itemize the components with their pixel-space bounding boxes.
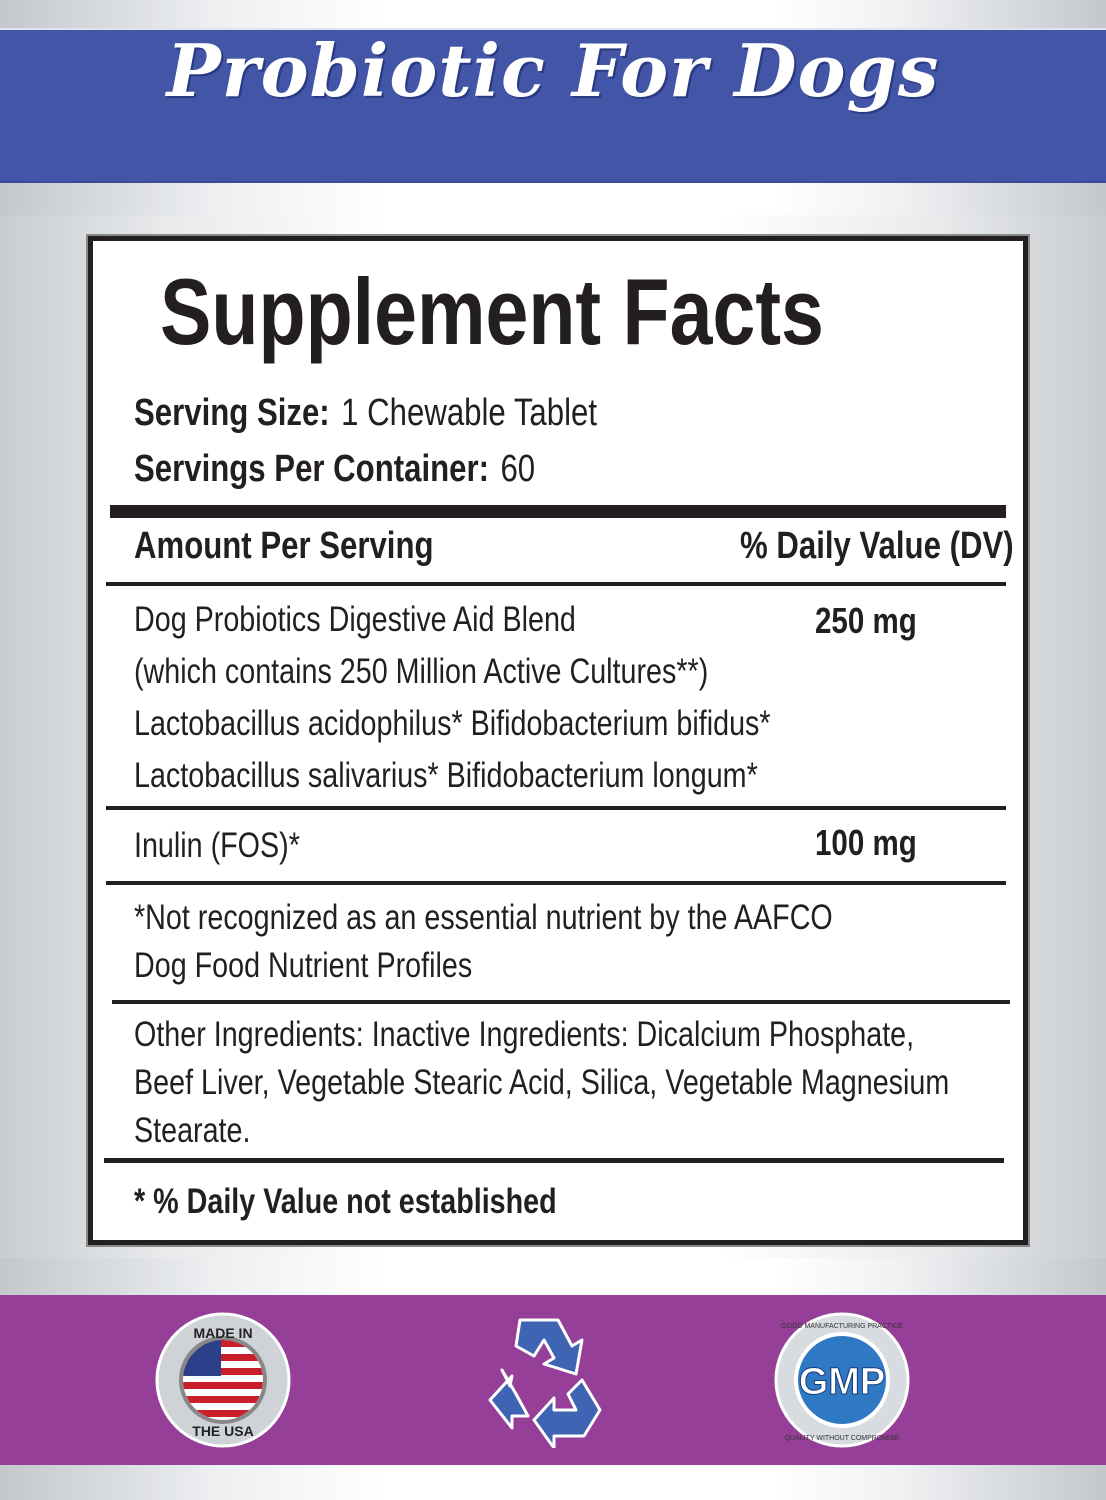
- recycle-icon: [488, 1318, 602, 1448]
- note-line: Dog Food Nutrient Profiles: [134, 946, 473, 985]
- svg-text:GMP: GMP: [799, 1361, 886, 1403]
- divider: [104, 1158, 1004, 1163]
- note-line: *Not recognized as an essential nutrient…: [134, 898, 833, 937]
- divider: [106, 582, 1006, 586]
- facts-heading: Supplement Facts: [160, 259, 824, 364]
- other-ingredients-line: Other Ingredients: Inactive Ingredients:…: [134, 1015, 915, 1054]
- other-ingredients-line: Beef Liver, Vegetable Stearic Acid, Sili…: [134, 1063, 950, 1102]
- product-title: Probiotic For Dogs: [166, 28, 940, 113]
- serving-size-label: Serving Size:: [134, 392, 330, 434]
- gmp-seal-icon: GMP GOOD MANUFACTURING PRACTICE QUALITY …: [774, 1312, 910, 1448]
- svg-text:GOOD MANUFACTURING PRACTICE: GOOD MANUFACTURING PRACTICE: [781, 1323, 903, 1330]
- ingredient-line: Inulin (FOS)*: [134, 826, 300, 865]
- supplement-facts-panel: [88, 236, 1028, 1245]
- divider: [106, 881, 1006, 885]
- ingredient-line: (which contains 250 Million Active Cultu…: [134, 652, 709, 691]
- title-banner: [0, 28, 1106, 183]
- other-ingredients-line: Stearate.: [134, 1111, 251, 1150]
- servings-value: 60: [500, 448, 536, 490]
- divider: [106, 806, 1006, 810]
- silver-stripe-bottom: [0, 1465, 1106, 1500]
- inulin-amount: 100 mg: [815, 822, 917, 863]
- servings-label: Servings Per Container:: [134, 448, 489, 490]
- serving-size-value: 1 Chewable Tablet: [341, 392, 597, 434]
- silver-stripe: [0, 1258, 1106, 1295]
- thick-divider: [110, 505, 1006, 518]
- ingredient-line: Dog Probiotics Digestive Aid Blend: [134, 600, 576, 639]
- made-in-usa-seal-icon: MADE IN THE USA: [155, 1312, 291, 1448]
- ingredient-line: Lactobacillus acidophilus* Bifidobacteri…: [134, 704, 771, 743]
- serving-size-row: Serving Size: 1 Chewable Tablet: [134, 392, 597, 435]
- svg-text:QUALITY WITHOUT COMPROMISE: QUALITY WITHOUT COMPROMISE: [785, 1435, 900, 1442]
- blend-amount: 250 mg: [815, 600, 917, 641]
- servings-row: Servings Per Container: 60: [134, 448, 535, 491]
- svg-text:THE USA: THE USA: [192, 1423, 253, 1439]
- silver-stripe-top: [0, 0, 1106, 28]
- amount-per-serving-header: Amount Per Serving: [134, 525, 434, 567]
- divider: [112, 1000, 1010, 1004]
- daily-value-header: % Daily Value (DV): [740, 525, 1014, 567]
- silver-stripe: [0, 183, 1106, 215]
- svg-text:MADE IN: MADE IN: [193, 1325, 252, 1341]
- ingredient-line: Lactobacillus salivarius* Bifidobacteriu…: [134, 756, 758, 795]
- dv-footnote: * % Daily Value not established: [134, 1182, 557, 1221]
